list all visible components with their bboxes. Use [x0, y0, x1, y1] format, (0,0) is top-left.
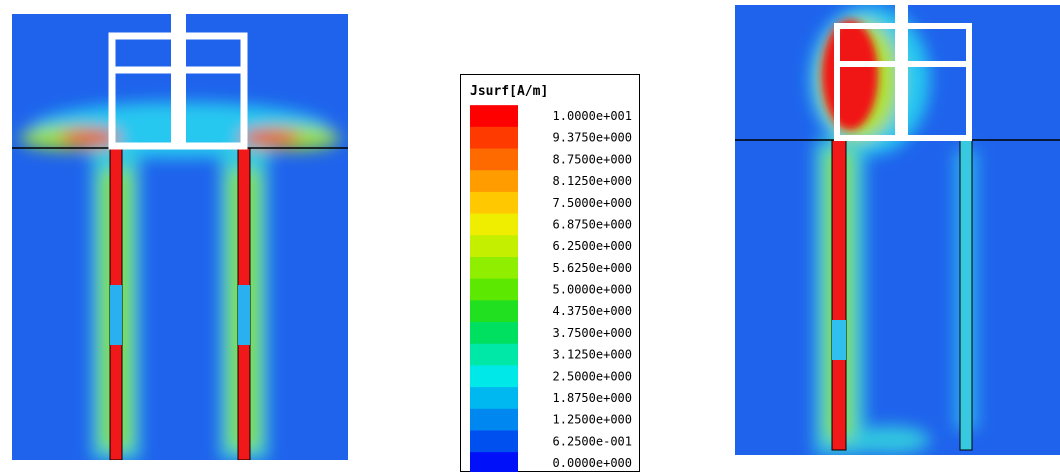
legend-label: 3.7500e+000 [553, 326, 632, 340]
legend-swatch [470, 278, 518, 301]
legend-swatch [470, 365, 518, 388]
legend-label: 4.3750e+000 [553, 304, 632, 318]
legend-label: 3.1250e+000 [553, 348, 632, 362]
legend-swatch [470, 191, 518, 215]
legend-label: 1.2500e+000 [553, 413, 632, 427]
legend-label: 5.0000e+000 [553, 283, 632, 297]
legend-swatch [470, 430, 518, 453]
legend-swatch [470, 408, 518, 431]
legend-label: 6.8750e+000 [553, 217, 632, 231]
legend-swatch [470, 148, 518, 171]
legend-title: Jsurf[A/m] [470, 84, 548, 99]
legend-swatch [470, 170, 518, 193]
legend-label: 6.2500e+000 [553, 239, 632, 253]
legend-label: 9.3750e+000 [553, 131, 632, 145]
legend-swatch [470, 256, 518, 280]
legend-swatch [470, 322, 518, 345]
legend-label: 1.8750e+000 [553, 391, 632, 405]
legend-swatch [470, 126, 518, 150]
legend-label: 8.7500e+000 [553, 152, 632, 166]
legend-swatch [470, 300, 518, 323]
right-field-plot [735, 5, 1060, 455]
legend-label: 0.0000e+000 [553, 456, 632, 470]
legend-label: 6.2500e-001 [553, 434, 632, 448]
legend-swatch [470, 343, 518, 366]
legend: Jsurf[A/m] 1.0000e+001 9.3750e+000 8.7500e… [460, 74, 640, 472]
legend-label: 1.0000e+001 [553, 109, 632, 123]
legend-label: 2.5000e+000 [553, 369, 632, 383]
legend-swatch [470, 213, 518, 236]
legend-swatch [470, 105, 518, 128]
legend-label: 5.6250e+000 [553, 261, 632, 275]
legend-swatch [470, 235, 518, 258]
legend-swatch [470, 452, 518, 472]
legend-label: 8.1250e+000 [553, 174, 632, 188]
left-field-plot [12, 14, 348, 460]
legend-label: 7.5000e+000 [553, 196, 632, 210]
legend-swatch [470, 387, 518, 410]
